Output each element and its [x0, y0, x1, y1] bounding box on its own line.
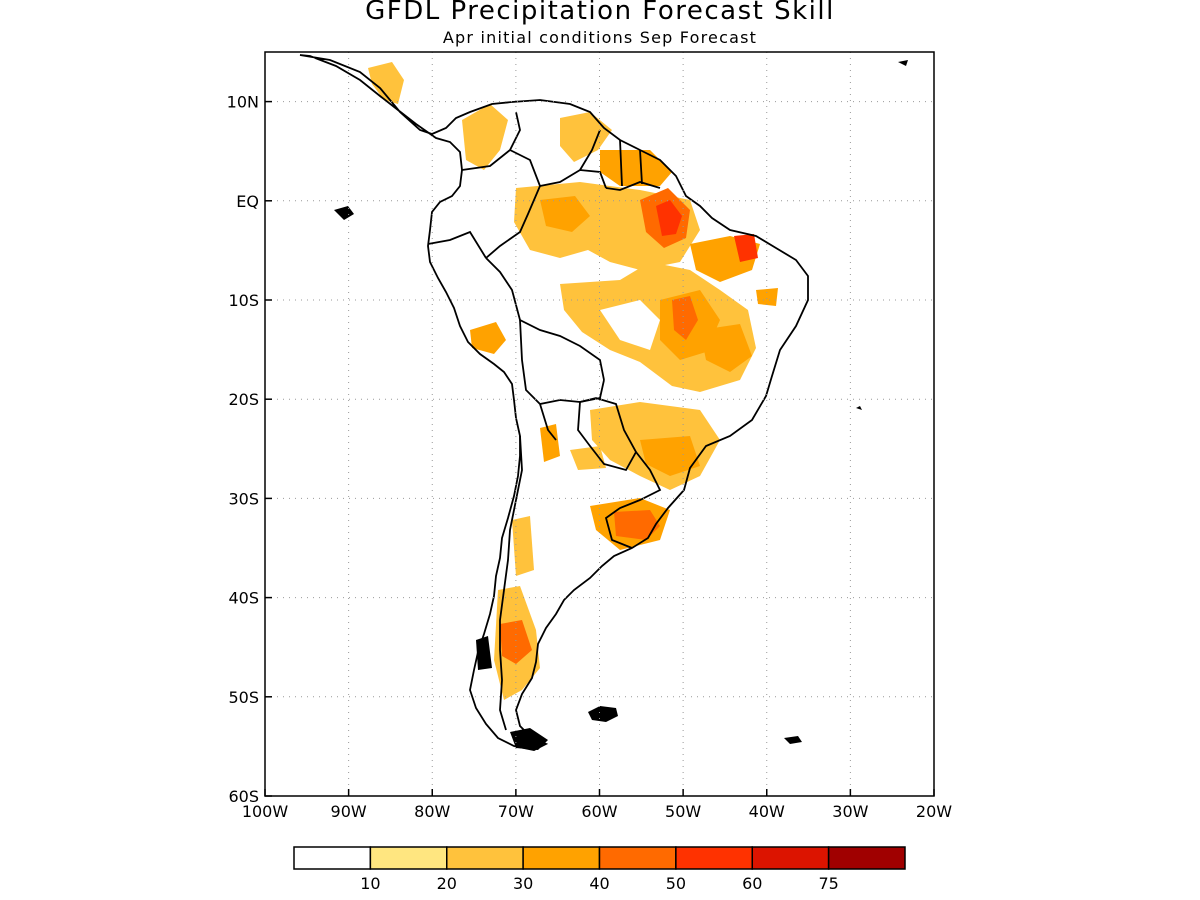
y-tick-label: 50S	[228, 688, 259, 707]
x-tick-label: 90W	[331, 802, 367, 821]
skill-patch-amapa-core	[656, 200, 682, 236]
skill-patch-argentina-ne	[570, 446, 606, 470]
colorbar-label: 40	[589, 874, 609, 893]
colorbar-swatch	[522, 846, 601, 870]
skill-patch-central-america	[368, 62, 404, 104]
colorbar-label: 50	[666, 874, 686, 893]
border-venezuela	[539, 129, 607, 189]
skill-patch-guianas	[600, 150, 672, 186]
skill-patch-parana	[640, 436, 700, 476]
x-tick-label: 50W	[665, 802, 701, 821]
coastlines	[299, 54, 809, 751]
colorbar-label: 75	[818, 874, 838, 893]
x-tick-label: 70W	[498, 802, 534, 821]
x-tick-label: 60W	[581, 802, 617, 821]
x-tick-label: 40W	[749, 802, 785, 821]
skill-patch-peru	[470, 322, 506, 354]
colorbar-swatch	[827, 846, 906, 870]
y-tick-label: 10S	[228, 291, 259, 310]
colorbar-label: 60	[742, 874, 762, 893]
y-tick-label: EQ	[236, 192, 259, 211]
x-tick-label: 100W	[242, 802, 289, 821]
border-colombia	[461, 111, 541, 259]
island-falklands	[588, 706, 618, 722]
island-tierra-del-fuego	[510, 728, 548, 750]
colorbar-label: 10	[360, 874, 380, 893]
islands	[334, 60, 908, 750]
island-fernando	[856, 406, 862, 410]
skill-patch-ceara	[734, 234, 758, 262]
border-chile-argentina	[499, 435, 523, 731]
border-ecuador	[427, 230, 487, 259]
skill-patch-chile-central	[512, 516, 534, 576]
colorbar-swatch	[598, 846, 677, 870]
skill-shading	[368, 62, 778, 700]
y-tick-label: 40S	[228, 589, 259, 608]
skill-patch-central-west-hole	[600, 300, 660, 350]
y-tick-label: 30S	[228, 489, 259, 508]
skill-patch-uruguay-core	[614, 510, 660, 540]
coastline-south-america	[299, 54, 809, 751]
colorbar-swatch	[369, 846, 448, 870]
x-tick-label: 30W	[832, 802, 868, 821]
border-peru-brazil	[485, 257, 605, 381]
x-tick-label: 80W	[414, 802, 450, 821]
island-south-georgia	[784, 736, 802, 744]
island-galapagos	[334, 206, 354, 220]
y-axis-ticks: 10N EQ 10S 20S 30S 40S 50S 60S	[227, 93, 272, 806]
island-caribbean	[898, 60, 908, 66]
border-paraguay	[577, 397, 638, 472]
skill-patch-nw-argentina	[540, 424, 560, 462]
y-tick-label: 20S	[228, 390, 259, 409]
y-tick-label: 60S	[228, 787, 259, 806]
skill-patch-colombia	[462, 104, 508, 170]
x-axis-ticks: 100W 90W 80W 70W 60W 50W 40W 30W 20W	[242, 789, 952, 821]
gridlines	[265, 52, 934, 796]
skill-patch-bahia	[700, 324, 752, 372]
colorbar-legend: 10 20 30 40 50 60 75	[293, 846, 906, 893]
colorbar-swatch	[751, 846, 830, 870]
skill-patch-patagonia-core	[500, 620, 532, 664]
border-guianas	[605, 139, 661, 191]
y-tick-label: 10N	[227, 93, 259, 112]
chart-title: GFDL Precipitation Forecast Skill	[365, 0, 835, 26]
chart-subtitle: Apr initial conditions Sep Forecast	[442, 28, 758, 47]
border-argentina-brazil	[604, 451, 662, 549]
skill-patch-tocantins-core	[672, 296, 698, 340]
colorbar-swatch	[293, 846, 372, 870]
colorbar-swatch	[675, 846, 753, 870]
skill-patch-amazon-north-core	[540, 196, 590, 232]
colorbar-label: 30	[513, 874, 533, 893]
colorbar-swatch	[446, 846, 524, 870]
skill-patch-pernambuco	[756, 288, 778, 306]
x-tick-label: 20W	[916, 802, 952, 821]
island-chiloe	[476, 636, 492, 670]
colorbar-label: 20	[437, 874, 457, 893]
